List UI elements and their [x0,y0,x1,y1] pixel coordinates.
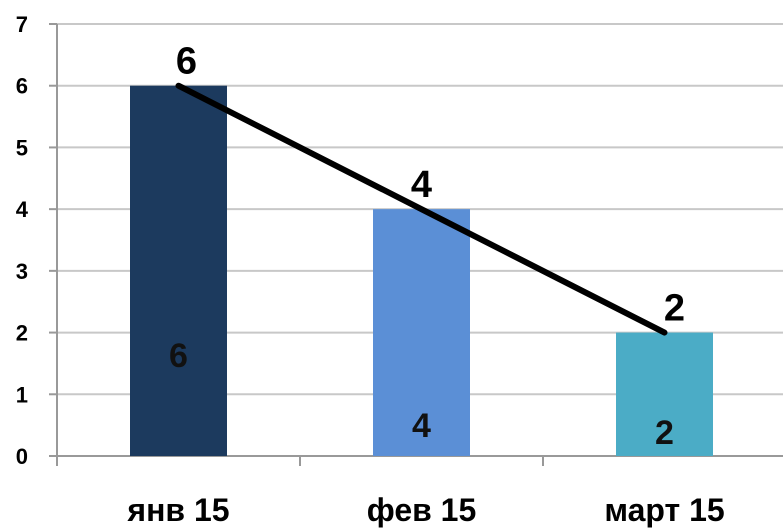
series-line [175,82,668,336]
y-axis-ticks: 0 1 2 3 4 5 6 7 [16,12,29,469]
y-tick-label: 3 [16,259,28,284]
y-tick-label: 4 [16,197,29,222]
line-data-label: 4 [411,164,432,206]
bar-data-label: 6 [169,337,188,375]
trend-line [175,82,668,336]
y-tick-label: 1 [16,382,28,407]
bar [616,332,713,456]
x-tick-label: янв 15 [126,492,229,528]
data-labels: 6 4 2 6 4 2 [169,41,685,452]
x-tick-label: фев 15 [367,492,477,528]
bars [130,85,713,456]
bar [130,85,227,456]
y-tick-label: 7 [16,12,28,37]
y-tick-label: 5 [16,135,28,160]
y-tick-label: 6 [16,74,28,99]
bar-data-label: 2 [655,414,674,452]
bar-data-label: 4 [412,407,431,445]
x-axis-ticks: янв 15 фев 15 март 15 [126,492,724,528]
bar [373,209,470,456]
x-tick-label: март 15 [604,492,724,528]
y-tick-label: 0 [16,444,28,469]
line-data-label: 2 [664,288,685,330]
y-tick-label: 2 [16,321,28,346]
line-data-label: 6 [176,41,197,83]
